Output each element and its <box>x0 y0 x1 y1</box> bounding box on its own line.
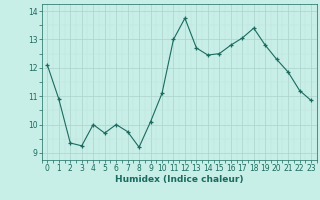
X-axis label: Humidex (Indice chaleur): Humidex (Indice chaleur) <box>115 175 244 184</box>
